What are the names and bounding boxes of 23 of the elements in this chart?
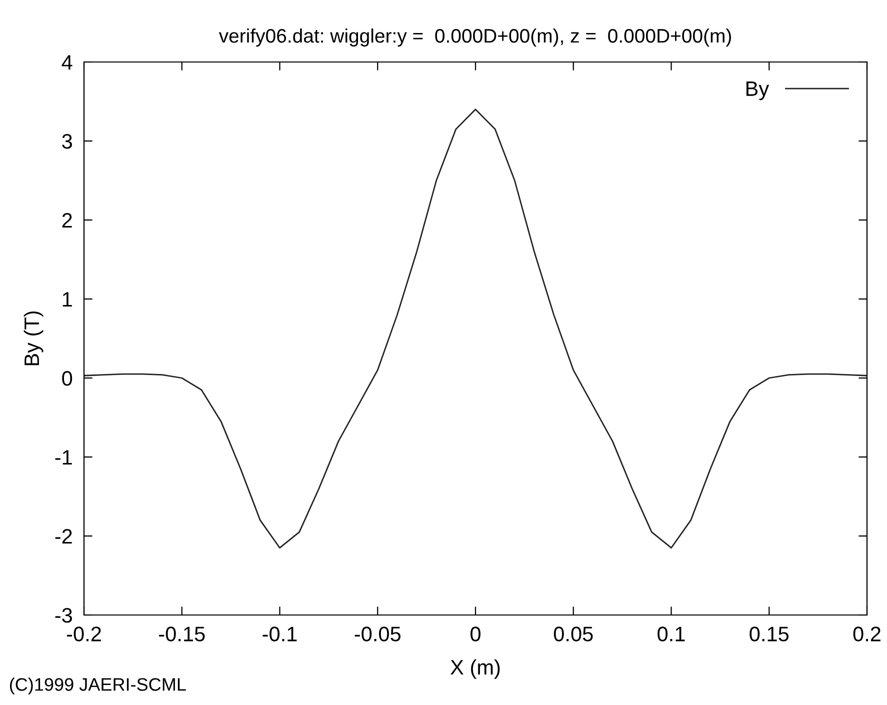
x-tick-label: 0 bbox=[470, 626, 480, 642]
y-tick-label: 4 bbox=[62, 55, 72, 70]
x-tick-label: -0.05 bbox=[354, 626, 400, 642]
y-tick-label: -2 bbox=[55, 529, 72, 544]
y-tick-label: 3 bbox=[62, 134, 72, 149]
x-tick-label: 0.2 bbox=[853, 626, 880, 642]
legend-label: By bbox=[746, 82, 770, 100]
y-tick-label: -1 bbox=[55, 450, 72, 465]
x-tick-label: 0.1 bbox=[658, 626, 685, 642]
chart-title: verify06.dat: wiggler:y = 0.000D+00(m), z = 0.000D+00(m) bbox=[218, 28, 731, 47]
y-tick-label: 1 bbox=[62, 292, 72, 307]
text: (C)1999 JAERI-SCML bbox=[10, 678, 186, 694]
y-tick-label: -3 bbox=[55, 608, 72, 623]
line-series bbox=[84, 108, 867, 549]
x-tick-label: 0.05 bbox=[554, 626, 593, 642]
y-tick-label: 0 bbox=[62, 371, 72, 386]
x-tick-label: -0.1 bbox=[262, 626, 297, 642]
x-tick-label: -0.15 bbox=[159, 626, 205, 642]
y-axis-title: By (T) bbox=[24, 311, 44, 366]
y-tick-label: 2 bbox=[62, 213, 72, 228]
x-axis-title: X (m) bbox=[450, 659, 500, 679]
x-tick-label: 0.15 bbox=[750, 626, 789, 642]
x-tick-label: -0.2 bbox=[66, 626, 101, 642]
